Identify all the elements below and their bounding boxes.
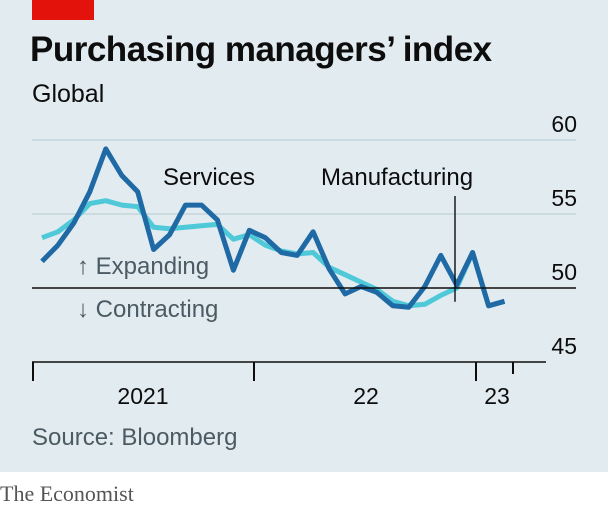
brand-wordmark: The Economist (0, 481, 134, 506)
x-tick-label-23: 23 (484, 383, 510, 409)
x-tick-label-22: 22 (353, 383, 379, 409)
line-chart: 45 50 55 60 2021 22 23 Services Manufacturing ↑ E… (32, 111, 577, 409)
annotation-expanding: ↑ Expanding (77, 253, 209, 280)
series-line-services (40, 146, 506, 310)
y-tick-label-55: 55 (551, 185, 577, 211)
chart-panel (0, 0, 608, 472)
y-tick-label-45: 45 (551, 333, 577, 359)
series-label-services: Services (163, 164, 255, 191)
chart-subtitle: Global (32, 80, 105, 108)
source-note: Source: Bloomberg (32, 424, 238, 451)
y-tick-label-60: 60 (551, 111, 577, 137)
annotation-contracting: ↓ Contracting (77, 296, 218, 323)
gridlines (32, 139, 576, 215)
x-tick-label-2021: 2021 (117, 383, 168, 409)
chart-labels: 45 50 55 60 2021 22 23 Services Manufacturing ↑ E… (77, 111, 577, 409)
chart-title: Purchasing managers’ index (30, 30, 492, 69)
series-lines (40, 146, 506, 310)
series-label-manufacturing: Manufacturing (321, 164, 473, 191)
x-axis (32, 361, 546, 381)
y-tick-label-50: 50 (551, 259, 577, 285)
brand-accent-bar (32, 0, 94, 20)
